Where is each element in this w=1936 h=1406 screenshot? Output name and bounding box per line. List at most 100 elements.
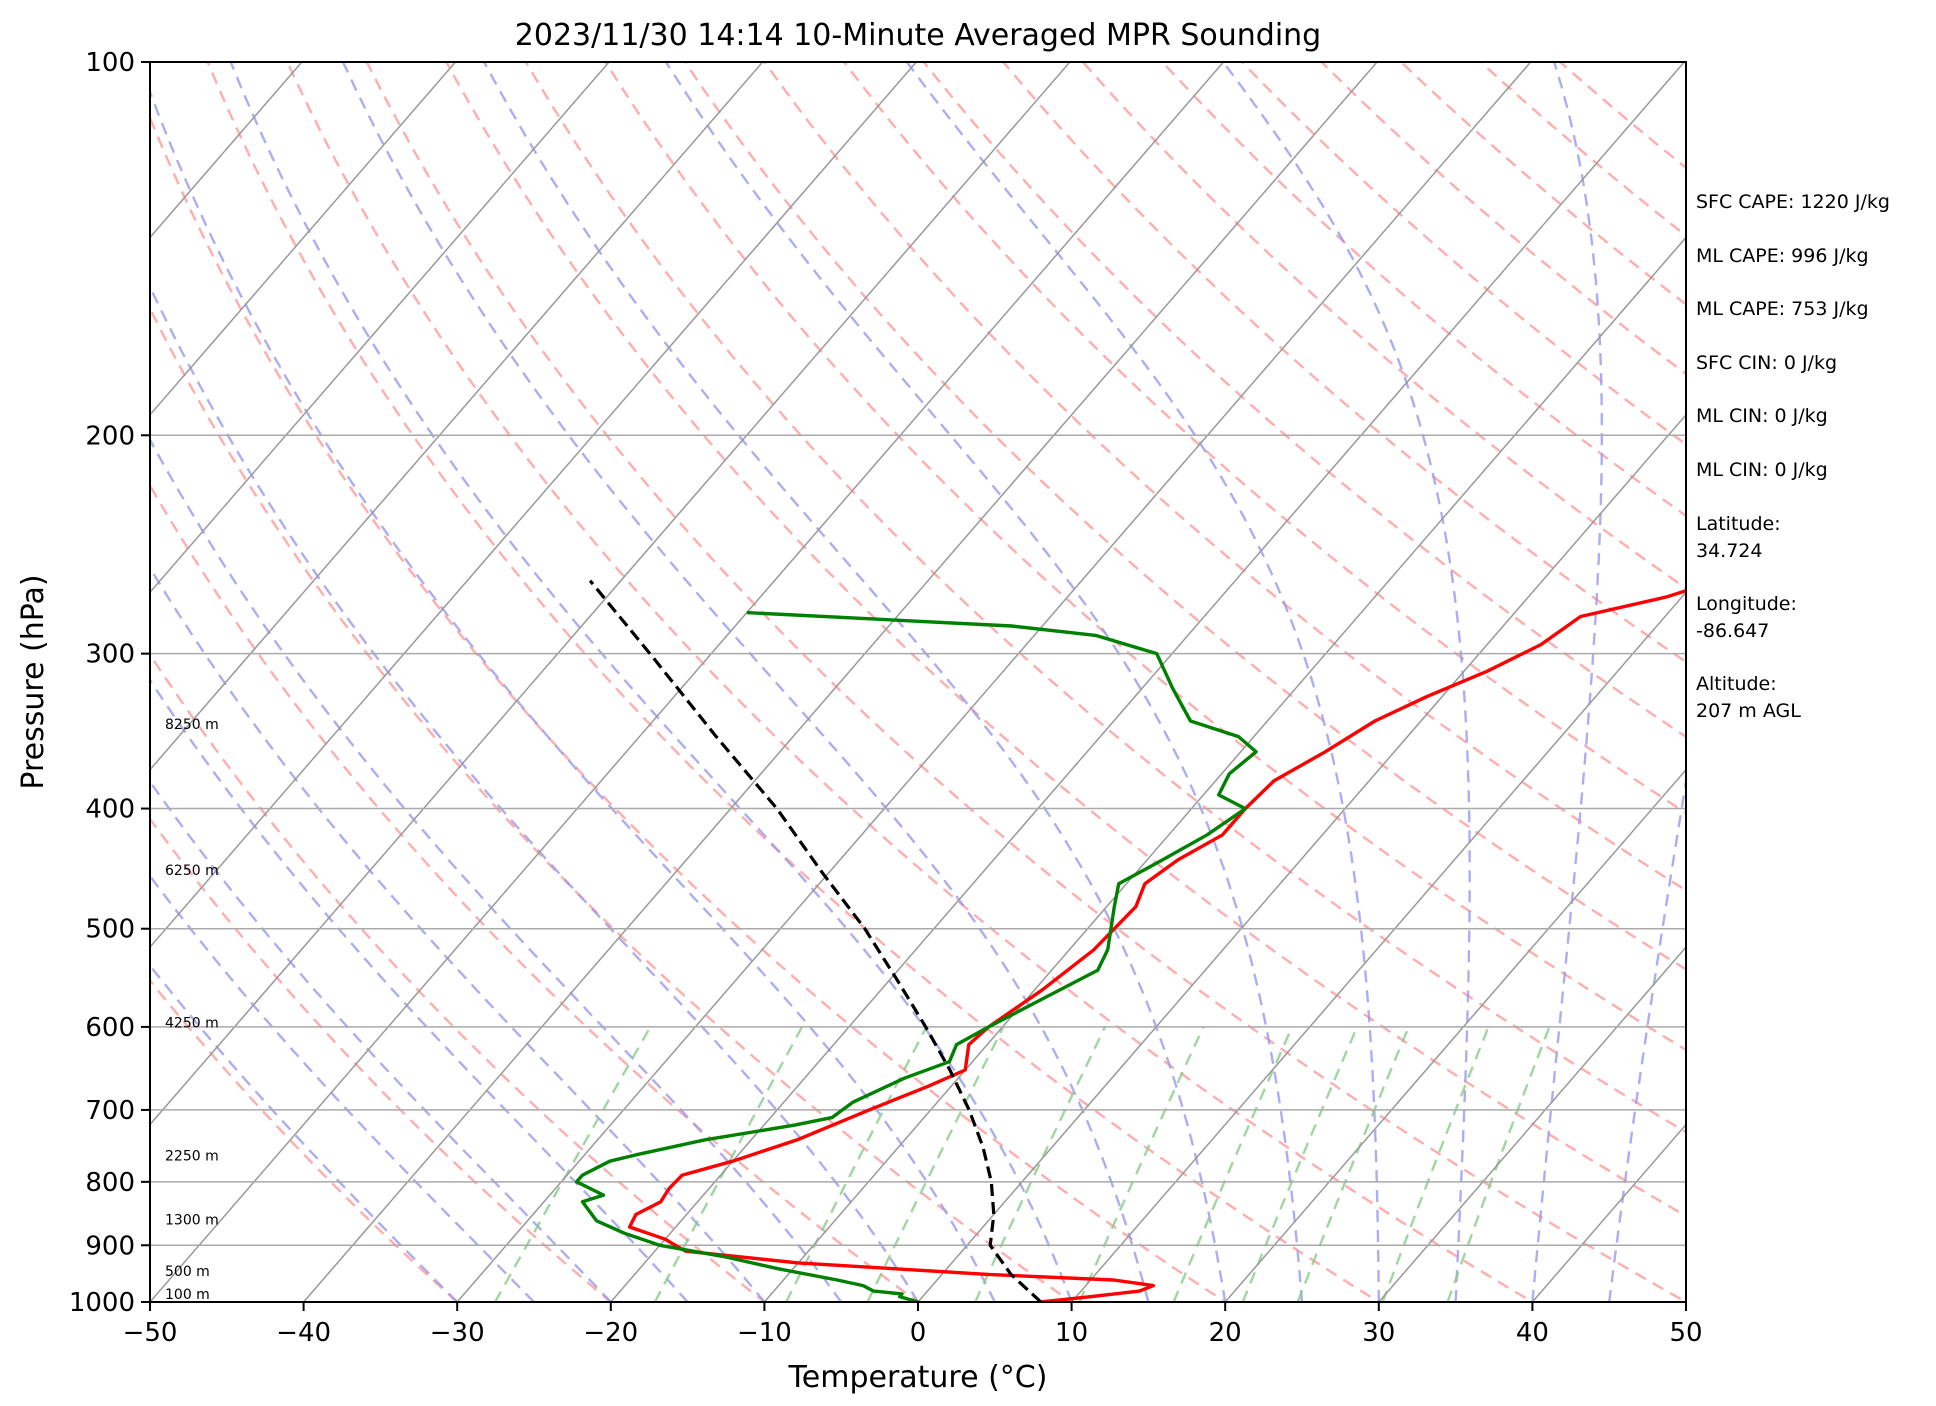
y-tick-label: 400 bbox=[85, 795, 135, 825]
y-axis-ticks: 100 200 300 400 500 600 700 800 900 1000 bbox=[69, 48, 150, 1318]
moist-adiabat-line bbox=[150, 678, 689, 1302]
sounding-series bbox=[574, 579, 1686, 1302]
dry-adiabat-line bbox=[524, 62, 1686, 1134]
mixing-ratio-line bbox=[494, 1026, 652, 1302]
dry-adiabat-line bbox=[150, 978, 460, 1302]
height-label: 1300 m bbox=[165, 1213, 219, 1229]
info-line: ML CIN: 0 J/kg bbox=[1696, 405, 1828, 427]
info-line: ML CAPE: 753 J/kg bbox=[1696, 298, 1869, 320]
height-label: 500 m bbox=[165, 1264, 210, 1280]
moist-adiabat-line bbox=[150, 779, 612, 1302]
mixing-ratio-line bbox=[1078, 1026, 1205, 1302]
moist-adiabat-line bbox=[229, 62, 1073, 1302]
x-axis-title: Temperature (°C) bbox=[788, 1360, 1048, 1395]
moist-adiabat-line bbox=[905, 62, 1380, 1302]
isotherm-line bbox=[303, 62, 1378, 1302]
dry-adiabat-line bbox=[445, 62, 1686, 1218]
dry-adiabat-line bbox=[365, 62, 1686, 1302]
info-line: 34.724 bbox=[1696, 540, 1762, 562]
x-tick-label: −30 bbox=[430, 1318, 485, 1348]
x-tick-label: 0 bbox=[910, 1318, 927, 1348]
isotherm-line bbox=[1224, 768, 1686, 1302]
height-label: 100 m bbox=[165, 1287, 210, 1303]
mixing-ratio-line bbox=[866, 1026, 1005, 1302]
isotherm-line bbox=[150, 62, 1071, 1126]
moist-adiabat-line bbox=[1608, 774, 1686, 1302]
isobar-gridlines bbox=[150, 434, 1686, 1247]
isotherm-line bbox=[150, 62, 610, 594]
moist-adiabat-line bbox=[341, 62, 1150, 1302]
dry-adiabat-line bbox=[843, 62, 1686, 815]
info-line: ML CIN: 0 J/kg bbox=[1696, 459, 1828, 481]
mixing-ratio-line bbox=[653, 1026, 804, 1302]
dewpoint-profile bbox=[574, 610, 1258, 1302]
dry-adiabat-line bbox=[286, 62, 1535, 1302]
y-tick-label: 500 bbox=[85, 915, 135, 945]
info-line: 207 m AGL bbox=[1696, 700, 1801, 722]
mixing-ratio-line bbox=[1296, 1026, 1410, 1302]
dry-adiabat-line bbox=[150, 114, 1228, 1302]
moist-adiabat-line bbox=[483, 62, 1227, 1302]
x-tick-label: 10 bbox=[1055, 1318, 1088, 1348]
isotherm-line bbox=[1378, 945, 1686, 1302]
dry-adiabat-line bbox=[922, 62, 1686, 739]
temperature-profile bbox=[627, 588, 1686, 1302]
height-label: 2250 m bbox=[165, 1148, 219, 1164]
info-line: ML CAPE: 996 J/kg bbox=[1696, 245, 1869, 267]
x-tick-label: −20 bbox=[583, 1318, 638, 1348]
dry-adiabat-line bbox=[150, 305, 1074, 1302]
moist-adiabat-line bbox=[150, 284, 920, 1302]
mixing-ratio-line bbox=[1381, 1026, 1490, 1302]
height-label: 8250 m bbox=[165, 717, 219, 733]
y-tick-label: 600 bbox=[85, 1013, 135, 1043]
info-line: Altitude: bbox=[1696, 673, 1777, 695]
x-tick-label: 30 bbox=[1362, 1318, 1395, 1348]
isotherm-line bbox=[150, 62, 1225, 1302]
mixing-ratio-line bbox=[974, 1026, 1107, 1302]
moist-adiabat-line bbox=[150, 874, 535, 1302]
x-tick-label: 50 bbox=[1669, 1318, 1702, 1348]
y-tick-label: 300 bbox=[85, 640, 135, 670]
y-tick-label: 900 bbox=[85, 1231, 135, 1261]
y-tick-label: 100 bbox=[85, 48, 135, 78]
mixing-ratio-line bbox=[1172, 1026, 1294, 1302]
isotherm-gridlines bbox=[150, 62, 1686, 1302]
isotherm-line bbox=[150, 62, 457, 417]
x-tick-label: 40 bbox=[1516, 1318, 1549, 1348]
moist-adiabat-line bbox=[150, 437, 843, 1302]
x-tick-label: −50 bbox=[123, 1318, 178, 1348]
chart-title: 2023/11/30 14:14 10-Minute Averaged MPR … bbox=[515, 18, 1321, 53]
moist-adiabat-line bbox=[150, 963, 459, 1302]
mixing-ratio-line bbox=[785, 1026, 928, 1302]
x-tick-label: −40 bbox=[276, 1318, 331, 1348]
isotherm-line bbox=[917, 413, 1686, 1302]
dry-adiabat-line bbox=[150, 816, 613, 1302]
moist-adiabat-line bbox=[1531, 62, 1603, 1302]
isotherm-line bbox=[150, 62, 917, 949]
isotherm-line bbox=[456, 62, 1532, 1302]
dry-adiabat-line bbox=[763, 62, 1686, 892]
x-tick-label: −10 bbox=[737, 1318, 792, 1348]
info-line: Longitude: bbox=[1696, 593, 1797, 615]
y-tick-label: 800 bbox=[85, 1168, 135, 1198]
isotherm-line bbox=[610, 62, 1685, 1302]
isotherm-line bbox=[150, 62, 764, 771]
dry-adiabat-line bbox=[1002, 62, 1686, 664]
info-line: -86.647 bbox=[1696, 620, 1769, 642]
y-tick-label: 700 bbox=[85, 1096, 135, 1126]
info-line: Latitude: bbox=[1696, 513, 1781, 535]
height-label: 6250 m bbox=[165, 863, 219, 879]
info-line: SFC CIN: 0 J/kg bbox=[1696, 352, 1837, 374]
x-axis-ticks: −50 −40 −30 −20 −10 0 10 20 30 40 50 bbox=[123, 1302, 1703, 1348]
height-labels: 100 m 500 m 1300 m 2250 m 4250 m 6250 m 8250 m bbox=[165, 717, 219, 1303]
isotherm-line bbox=[1071, 591, 1686, 1302]
dry-adiabat-line bbox=[1400, 62, 1686, 306]
dry-adiabat-line bbox=[604, 62, 1686, 1052]
dry-adiabat-line bbox=[150, 483, 920, 1302]
y-tick-label: 200 bbox=[85, 421, 135, 451]
dry-adiabat-line bbox=[150, 652, 767, 1302]
moist-adiabat-line bbox=[664, 62, 1304, 1302]
parcel-profile bbox=[588, 579, 1042, 1302]
info-line: SFC CAPE: 1220 J/kg bbox=[1696, 191, 1890, 213]
